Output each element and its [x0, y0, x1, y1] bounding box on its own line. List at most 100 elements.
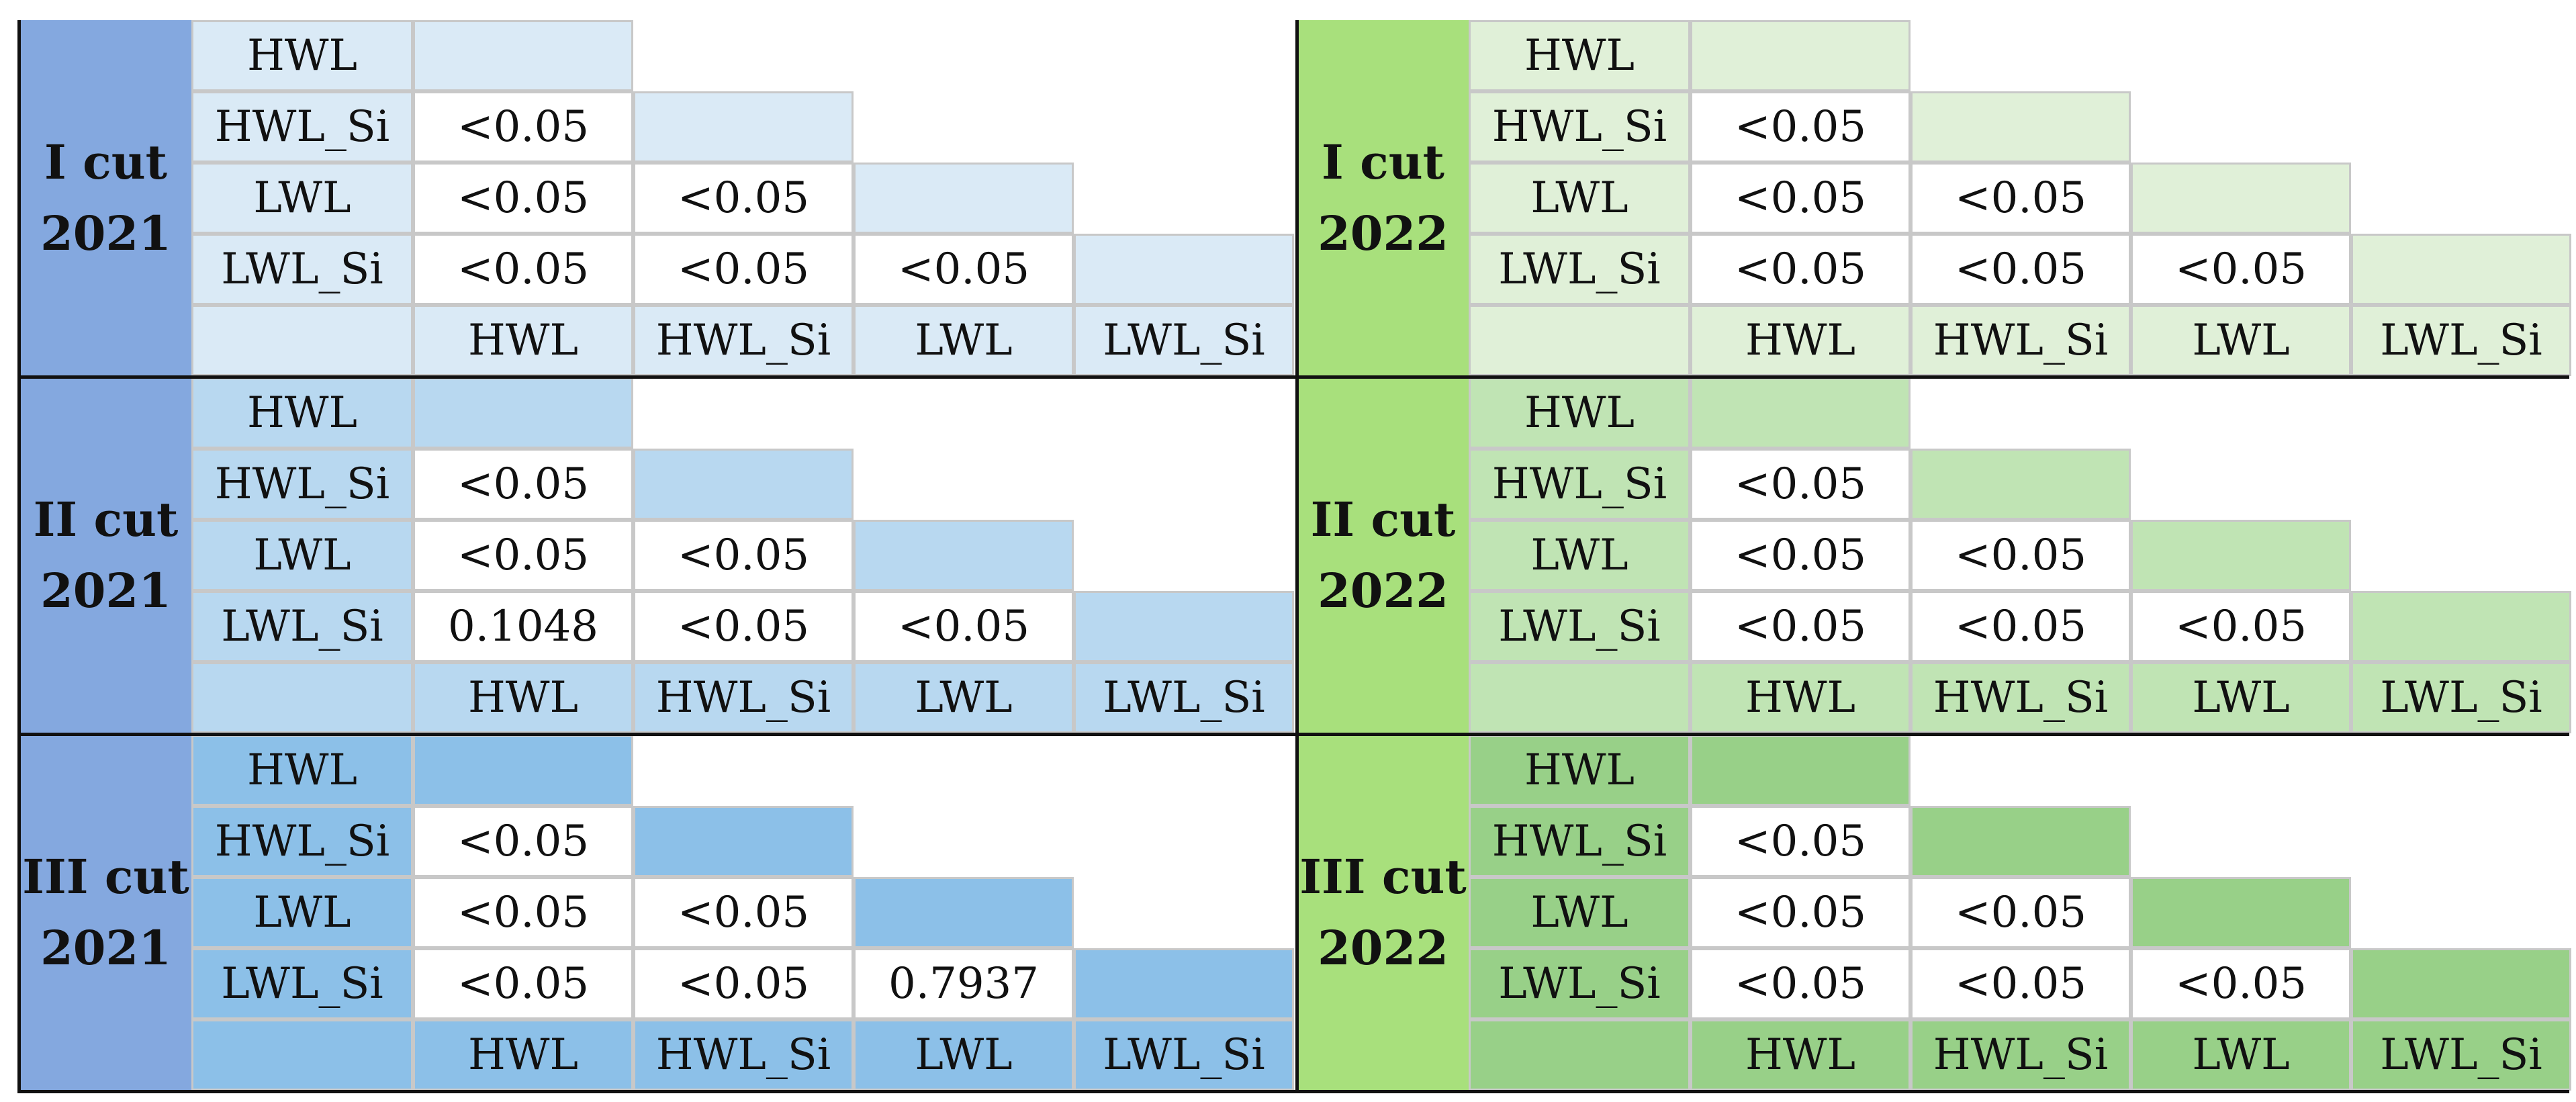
- p-value-cell: <0.05: [1690, 877, 1911, 948]
- row-header: HWL_Si: [1469, 806, 1690, 877]
- p-value-cell: <0.05: [413, 877, 633, 948]
- column-header: LWL: [2131, 1019, 2351, 1091]
- row-header: LWL: [191, 163, 413, 234]
- column-header: LWL_Si: [2351, 662, 2571, 733]
- diagonal-cell: [2131, 520, 2351, 591]
- column-header: HWL_Si: [1911, 1019, 2131, 1091]
- row-header: HWL: [1469, 735, 1690, 806]
- diagonal-cell: [413, 735, 633, 806]
- p-value-cell: 0.1048: [413, 591, 633, 662]
- row-header: LWL: [191, 877, 413, 948]
- p-value-cell: <0.05: [633, 520, 854, 591]
- column-header: LWL_Si: [2351, 1019, 2571, 1091]
- diagonal-cell: [2351, 234, 2571, 305]
- diagonal-cell: [854, 163, 1074, 234]
- cut-label: III cut: [1299, 849, 1467, 905]
- row-header: HWL_Si: [191, 449, 413, 520]
- column-header: HWL: [1690, 1019, 1911, 1091]
- diagonal-cell: [1074, 591, 1294, 662]
- diagonal-cell: [1911, 91, 2131, 163]
- p-value-cell: <0.05: [1690, 163, 1911, 234]
- column-header: LWL: [854, 305, 1074, 376]
- column-header: LWL: [2131, 305, 2351, 376]
- diagonal-cell: [633, 91, 854, 163]
- p-value-cell: <0.05: [1690, 806, 1911, 877]
- diagonal-cell: [2351, 948, 2571, 1019]
- p-value-cell: <0.05: [413, 806, 633, 877]
- diagonal-cell: [1911, 806, 2131, 877]
- row-header: LWL: [191, 520, 413, 591]
- p-value-cell: <0.05: [413, 163, 633, 234]
- cut-label: I cut: [1322, 134, 1444, 190]
- corner-cell: [1469, 305, 1690, 376]
- row-header: HWL: [191, 377, 413, 449]
- p-value-cell: <0.05: [1690, 520, 1911, 591]
- p-value-cell: <0.05: [413, 91, 633, 163]
- p-value-cell: <0.05: [633, 948, 854, 1019]
- column-header: HWL_Si: [1911, 662, 2131, 733]
- corner-cell: [191, 662, 413, 733]
- year-label: 2021: [40, 920, 171, 976]
- diagonal-cell: [413, 377, 633, 449]
- p-value-cell: <0.05: [1690, 91, 1911, 163]
- column-header: LWL: [2131, 662, 2351, 733]
- corner-cell: [191, 305, 413, 376]
- p-value-cell: <0.05: [413, 449, 633, 520]
- p-value-cell: <0.05: [1911, 163, 2131, 234]
- p-value-cell: <0.05: [633, 234, 854, 305]
- p-value-cell: <0.05: [413, 948, 633, 1019]
- column-header: LWL: [854, 1019, 1074, 1091]
- cut-label: I cut: [44, 134, 167, 190]
- p-value-cell: <0.05: [633, 591, 854, 662]
- diagonal-cell: [1911, 449, 2131, 520]
- p-value-cell: <0.05: [1690, 591, 1911, 662]
- p-value-cell: <0.05: [854, 591, 1074, 662]
- column-header: HWL: [1690, 662, 1911, 733]
- column-header: LWL: [854, 662, 1074, 733]
- corner-cell: [191, 1019, 413, 1091]
- row-header: LWL: [1469, 163, 1690, 234]
- column-header: HWL: [413, 1019, 633, 1091]
- column-header: HWL: [413, 305, 633, 376]
- row-header: HWL: [191, 735, 413, 806]
- row-header: HWL_Si: [1469, 91, 1690, 163]
- row-header: HWL: [191, 20, 413, 91]
- table-left-rule: [17, 20, 21, 1092]
- panel-label: I cut 2022: [1297, 20, 1469, 376]
- row-header: LWL_Si: [1469, 234, 1690, 305]
- p-value-cell: <0.05: [1690, 948, 1911, 1019]
- p-value-cell: <0.05: [2131, 591, 2351, 662]
- p-value-cell: <0.05: [1911, 591, 2131, 662]
- row-header: LWL_Si: [191, 948, 413, 1019]
- p-value-cell: <0.05: [413, 234, 633, 305]
- block-divider-rule: [17, 733, 2569, 736]
- p-value-cell: <0.05: [1911, 520, 2131, 591]
- p-value-cell: <0.05: [1690, 234, 1911, 305]
- diagonal-cell: [1690, 735, 1911, 806]
- column-header: HWL_Si: [633, 662, 854, 733]
- year-label: 2022: [1318, 205, 1448, 261]
- column-header: HWL: [413, 662, 633, 733]
- row-header: LWL_Si: [1469, 948, 1690, 1019]
- p-value-cell: <0.05: [633, 163, 854, 234]
- row-header: HWL: [1469, 377, 1690, 449]
- row-header: LWL_Si: [191, 591, 413, 662]
- row-header: HWL_Si: [191, 91, 413, 163]
- panel-label: II cut 2021: [20, 377, 191, 733]
- column-header: LWL_Si: [1074, 305, 1294, 376]
- panel-label: III cut 2022: [1297, 735, 1469, 1091]
- year-label: 2021: [40, 563, 171, 618]
- panel-divider-rule: [1295, 20, 1299, 1092]
- column-header: HWL_Si: [633, 305, 854, 376]
- row-header: LWL_Si: [1469, 591, 1690, 662]
- row-header: HWL_Si: [1469, 449, 1690, 520]
- p-value-cell: <0.05: [854, 234, 1074, 305]
- diagonal-cell: [413, 20, 633, 91]
- corner-cell: [1469, 1019, 1690, 1091]
- column-header: LWL_Si: [2351, 305, 2571, 376]
- diagonal-cell: [2131, 877, 2351, 948]
- column-header: HWL_Si: [1911, 305, 2131, 376]
- cut-label: III cut: [22, 849, 189, 905]
- cut-label: II cut: [1310, 492, 1456, 547]
